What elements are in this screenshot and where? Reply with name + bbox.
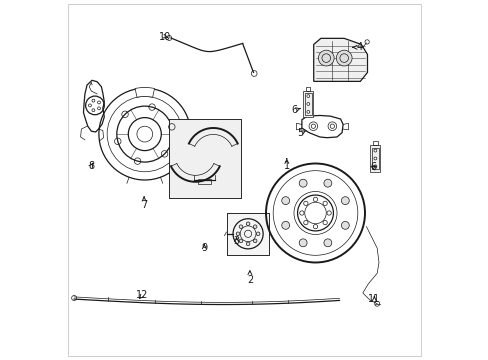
Circle shape <box>323 220 326 225</box>
Circle shape <box>341 197 348 204</box>
Circle shape <box>306 95 309 98</box>
Circle shape <box>373 165 376 168</box>
Bar <box>372 141 377 145</box>
Circle shape <box>323 201 326 206</box>
Circle shape <box>313 197 317 202</box>
Circle shape <box>373 149 376 152</box>
Circle shape <box>299 179 306 187</box>
Circle shape <box>236 232 239 235</box>
Text: 1: 1 <box>283 159 289 171</box>
Text: 6: 6 <box>291 105 300 115</box>
Circle shape <box>373 157 376 160</box>
Circle shape <box>306 103 309 105</box>
Text: 8: 8 <box>88 161 94 171</box>
Text: 2: 2 <box>246 271 252 285</box>
Bar <box>371 148 378 169</box>
Circle shape <box>239 239 242 243</box>
Circle shape <box>281 221 289 229</box>
Bar <box>169 119 241 198</box>
Circle shape <box>299 211 304 215</box>
Text: 9: 9 <box>201 243 207 253</box>
Circle shape <box>246 222 249 226</box>
Text: 6: 6 <box>370 162 376 172</box>
Bar <box>227 213 268 255</box>
Text: 11: 11 <box>367 294 380 304</box>
Bar <box>304 93 311 114</box>
Circle shape <box>253 239 257 243</box>
Bar <box>369 145 380 172</box>
Circle shape <box>323 239 331 247</box>
Bar <box>169 119 241 198</box>
Text: 10: 10 <box>159 32 171 41</box>
Circle shape <box>341 221 348 229</box>
Text: 4: 4 <box>352 42 362 52</box>
Bar <box>303 90 313 117</box>
Circle shape <box>239 225 242 229</box>
Text: 7: 7 <box>141 197 147 210</box>
Circle shape <box>303 220 307 225</box>
Circle shape <box>246 242 249 246</box>
Circle shape <box>256 232 260 235</box>
Bar <box>227 213 268 255</box>
Circle shape <box>313 225 317 229</box>
Text: 3: 3 <box>233 236 239 246</box>
Bar <box>305 87 310 90</box>
Circle shape <box>323 179 331 187</box>
Wedge shape <box>135 87 154 97</box>
Circle shape <box>303 201 307 206</box>
Circle shape <box>281 197 289 204</box>
Polygon shape <box>313 39 367 81</box>
Text: 12: 12 <box>136 291 148 301</box>
Circle shape <box>299 239 306 247</box>
Circle shape <box>326 211 330 215</box>
Bar <box>198 179 210 184</box>
Circle shape <box>336 50 351 66</box>
Circle shape <box>318 50 333 66</box>
Text: 5: 5 <box>296 129 305 138</box>
Circle shape <box>253 225 257 229</box>
Circle shape <box>306 111 309 113</box>
